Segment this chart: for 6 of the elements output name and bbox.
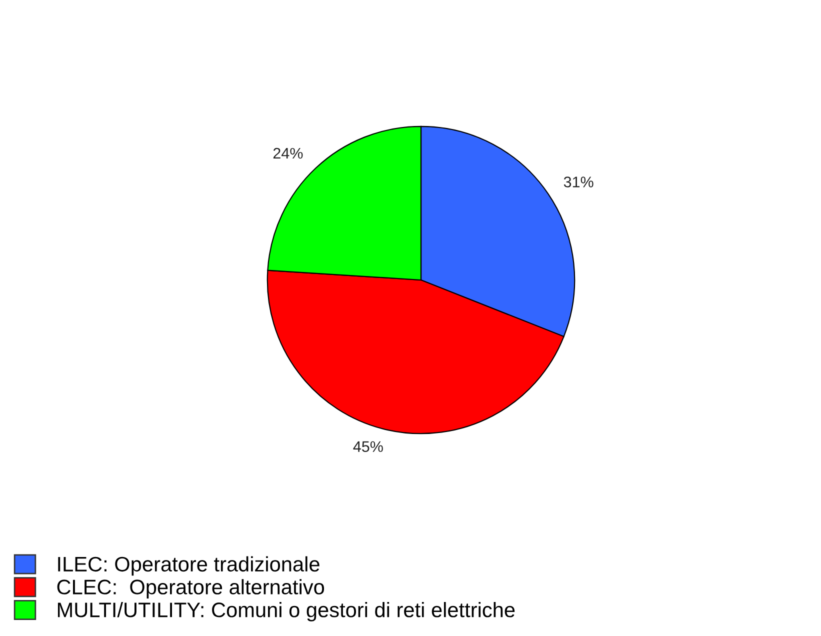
data-label: 31%: [564, 176, 594, 188]
data-label: 45%: [353, 441, 383, 452]
data-label: 24%: [273, 148, 303, 159]
legend-label: ILEC: Operatore tradizionale: [58, 556, 320, 576]
legend-label: MULTI/UTILITY: Comuni o gestori di reti elettriche: [58, 602, 515, 622]
legend-label: CLEC: Operatore alternativo: [57, 579, 324, 599]
